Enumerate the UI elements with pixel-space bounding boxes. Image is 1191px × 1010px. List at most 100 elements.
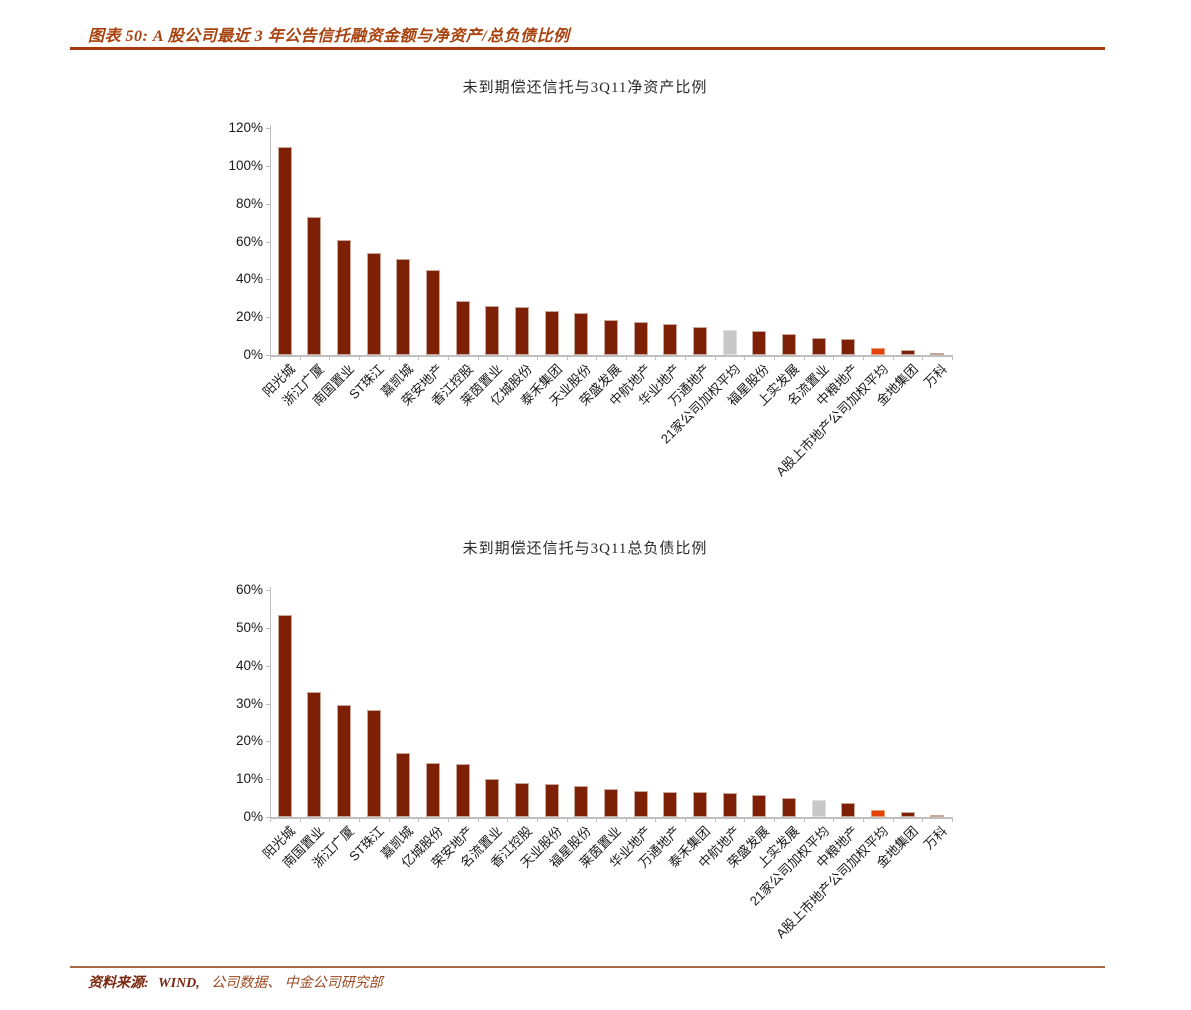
bar [307, 692, 321, 817]
bar [693, 327, 707, 355]
source-wind-label: WIND, [158, 976, 200, 991]
x-axis-tick [567, 819, 568, 822]
bar [396, 259, 410, 355]
x-axis-tick [833, 819, 834, 822]
bar [930, 353, 944, 355]
x-axis-tick [626, 357, 627, 360]
bar [663, 792, 677, 817]
x-axis-tick [804, 357, 805, 360]
x-axis-tick [804, 819, 805, 822]
y-axis-tick [266, 355, 270, 356]
y-axis-label: 0% [243, 347, 263, 362]
x-axis-tick [922, 819, 923, 822]
bar [782, 334, 796, 355]
bar [752, 331, 766, 355]
bar [782, 798, 796, 817]
x-axis-tick [893, 819, 894, 822]
x-axis-tick [270, 357, 271, 360]
net-asset-ratio-chart: 未到期偿还信托与3Q11净资产比例 0% 20% 40% 60% 80% 100% 120%… [206, 62, 964, 520]
x-axis-tick [389, 819, 390, 822]
y-axis-tick [266, 242, 270, 243]
weighted-average-bar [871, 348, 885, 355]
y-axis-line [270, 125, 271, 355]
y-axis-label: 20% [235, 309, 263, 324]
x-axis-tick [744, 819, 745, 822]
x-axis-tick [863, 357, 864, 360]
bar [634, 791, 648, 817]
x-axis-tick [478, 357, 479, 360]
y-axis-label: 20% [235, 733, 263, 748]
y-axis-label: 40% [235, 658, 263, 673]
total-liability-ratio-chart: 未到期偿还信托与3Q11总负债比例 0% 10% 20% 30% 40% 50% 60% 阳光… [206, 527, 964, 960]
bar [456, 764, 470, 817]
bar [574, 786, 588, 817]
bar [693, 792, 707, 817]
header-rule [70, 47, 1105, 50]
source-detail: 公司数据、 中金公司研究部 [211, 976, 383, 991]
bar [841, 803, 855, 817]
bar [337, 240, 351, 355]
bar [515, 307, 529, 355]
x-axis-tick [300, 357, 301, 360]
x-axis-tick [774, 819, 775, 822]
bar [604, 789, 618, 817]
bar [367, 253, 381, 355]
x-axis-tick [418, 357, 419, 360]
y-axis-tick [266, 628, 270, 629]
x-axis-tick [389, 357, 390, 360]
y-axis-tick [266, 817, 270, 818]
x-axis-tick [329, 357, 330, 360]
y-axis-label: 10% [235, 771, 263, 786]
y-axis-line [270, 587, 271, 817]
x-axis-tick [685, 357, 686, 360]
bar [426, 763, 440, 817]
y-axis-label: 120% [228, 120, 263, 135]
bar [841, 339, 855, 355]
source-line: 资料来源: WIND, 公司数据、 中金公司研究部 [88, 972, 383, 992]
weighted-average-bar [812, 800, 826, 817]
bar [545, 784, 559, 817]
y-axis-label: 0% [243, 809, 263, 824]
y-axis-tick [266, 128, 270, 129]
x-axis-tick [359, 819, 360, 822]
y-axis-tick [266, 166, 270, 167]
y-axis-tick [266, 317, 270, 318]
x-axis-tick [359, 357, 360, 360]
x-axis-tick [448, 357, 449, 360]
y-axis-label: 100% [228, 158, 263, 173]
x-axis-tick [300, 819, 301, 822]
x-axis-tick [715, 819, 716, 822]
bar [485, 779, 499, 817]
y-axis-label: 50% [235, 620, 263, 635]
y-axis-tick [266, 741, 270, 742]
bar [930, 815, 944, 817]
bar [604, 320, 618, 355]
bar [812, 338, 826, 355]
bar [515, 783, 529, 817]
bar [396, 753, 410, 817]
bar [278, 147, 292, 355]
y-axis-tick [266, 779, 270, 780]
chart-title: 未到期偿还信托与3Q11净资产比例 [462, 80, 708, 96]
bar [752, 795, 766, 817]
bar [456, 301, 470, 355]
bar [307, 217, 321, 355]
x-axis-tick [270, 819, 271, 822]
x-axis-tick [418, 819, 419, 822]
x-axis-tick [507, 819, 508, 822]
x-axis-tick [833, 357, 834, 360]
x-axis-tick [507, 357, 508, 360]
y-axis-label: 40% [235, 271, 263, 286]
y-axis-label: 60% [235, 234, 263, 249]
chart-title: 未到期偿还信托与3Q11总负债比例 [462, 541, 708, 557]
bar [663, 324, 677, 355]
x-axis-tick [448, 819, 449, 822]
y-axis-label: 30% [235, 696, 263, 711]
x-axis-tick [685, 819, 686, 822]
bar [723, 793, 737, 817]
x-axis-tick [567, 357, 568, 360]
figure-title: 图表 50: A 股公司最近 3 年公告信托融资金额与净资产/总负债比例 [88, 28, 570, 45]
bar [574, 313, 588, 355]
y-axis-label: 60% [235, 582, 263, 597]
